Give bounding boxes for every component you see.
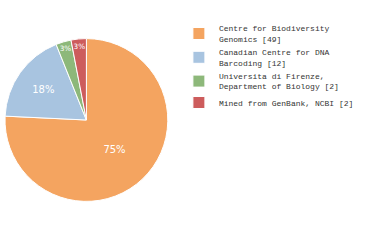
svg-text:Centre for BiodiversityGenomic: Centre for BiodiversityGenomics [49] — [219, 24, 330, 43]
svg-text:18%: 18% — [32, 84, 54, 95]
svg-text:3%: 3% — [74, 42, 86, 51]
svg-text:Mined from GenBank, NCBI [2]: Mined from GenBank, NCBI [2] — [219, 99, 353, 108]
svg-text:3%: 3% — [60, 44, 72, 53]
svg-text:Universita di Firenze,Departme: Universita di Firenze,Department of Biol… — [219, 72, 339, 91]
svg-text:Canadian Centre for DNABarcodi: Canadian Centre for DNABarcoding [12] — [219, 48, 330, 67]
svg-text:75%: 75% — [103, 144, 125, 155]
